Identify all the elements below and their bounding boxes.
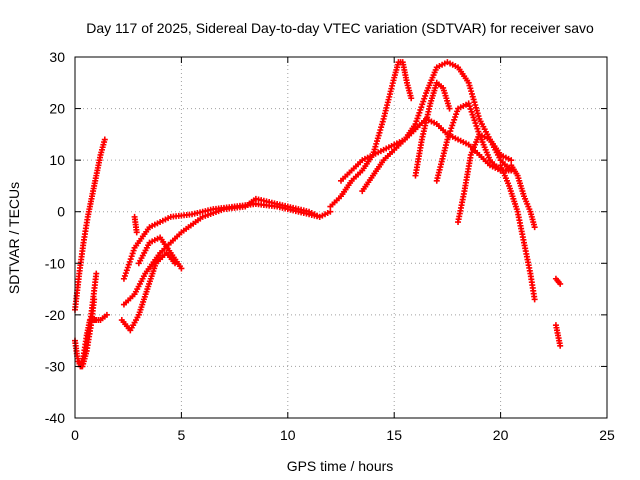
data-point [421, 95, 428, 102]
data-point [327, 208, 334, 215]
data-point [422, 92, 429, 99]
data-point [419, 101, 426, 108]
series-track-18 [552, 275, 564, 287]
series-track-16 [497, 162, 538, 303]
data-point [121, 272, 128, 279]
data-point [316, 213, 323, 220]
data-point [127, 256, 134, 263]
y-tick-label: -10 [45, 255, 65, 271]
data-point [418, 104, 425, 111]
data-point [447, 128, 454, 135]
x-tick-label: 10 [280, 427, 296, 443]
y-tick-label: 30 [49, 49, 65, 65]
chart-title: Day 117 of 2025, Sidereal Day-to-day VTE… [86, 20, 594, 36]
data-point [470, 114, 477, 121]
data-point [126, 258, 133, 265]
data-point [93, 270, 100, 277]
data-point [91, 296, 98, 303]
series-track-17 [508, 162, 538, 231]
data-point [557, 280, 564, 287]
series-track-12 [359, 59, 515, 195]
data-point [557, 342, 564, 349]
grid [75, 57, 607, 418]
data-point [465, 100, 472, 107]
data-point [412, 121, 419, 128]
x-tick-label: 25 [599, 427, 615, 443]
y-axis-label: SDTVAR / TECUs [6, 182, 22, 294]
data-point [452, 114, 459, 121]
y-tick-label: -20 [45, 307, 65, 323]
data-point [414, 115, 421, 122]
series-track-6 [120, 195, 323, 308]
data-point [448, 125, 455, 132]
data-point [445, 133, 452, 140]
data-point [449, 122, 456, 129]
data-point [468, 108, 475, 115]
data-point [474, 125, 481, 132]
y-tick-label: 20 [49, 101, 65, 117]
series-track-7 [118, 249, 179, 334]
series-track-19 [552, 322, 564, 349]
series-track-13 [412, 79, 453, 179]
data-point [101, 136, 108, 143]
data-point [415, 112, 422, 119]
data-point [451, 116, 458, 123]
data-point [467, 106, 474, 113]
data-point [123, 267, 130, 274]
x-axis-label: GPS time / hours [287, 458, 394, 474]
series-track-15 [455, 131, 515, 226]
data-point [469, 111, 476, 118]
data-point [531, 224, 538, 231]
data-point [453, 111, 460, 118]
data-point [103, 311, 110, 318]
x-tick-label: 0 [71, 427, 79, 443]
data-point [129, 250, 136, 257]
data-point [473, 122, 480, 129]
data-point [178, 265, 185, 272]
data-point [416, 109, 423, 116]
data-point [417, 106, 424, 113]
x-tick-label: 15 [386, 427, 402, 443]
series-track-4 [75, 296, 98, 370]
data-point [413, 118, 420, 125]
data-point [466, 103, 473, 110]
data-point [446, 130, 453, 137]
y-tick-label: -40 [45, 410, 65, 426]
data-point [124, 264, 131, 271]
data-point [444, 136, 451, 143]
data-point [472, 120, 479, 127]
data-point [122, 270, 129, 277]
data-point [450, 119, 457, 126]
y-tick-label: 10 [49, 152, 65, 168]
data-point [125, 261, 132, 268]
data-point [408, 95, 415, 102]
data-point [130, 247, 137, 254]
data-point [508, 157, 515, 164]
y-tick-label: 0 [57, 204, 65, 220]
data-point [420, 98, 427, 105]
x-tick-label: 20 [493, 427, 509, 443]
data-point [531, 296, 538, 303]
series-track-10 [327, 59, 415, 210]
x-tick-label: 5 [178, 427, 186, 443]
data-point [475, 128, 482, 135]
series-track-9 [131, 213, 140, 236]
data-point [128, 253, 135, 260]
plot-frame [74, 56, 608, 419]
data-point [446, 105, 453, 112]
data-point [133, 229, 140, 236]
series-track-8 [135, 234, 185, 272]
y-tick-label: -30 [45, 358, 65, 374]
axes: 0 5 10 15 20 25 -40 -30 -20 -10 0 10 20 30 [45, 49, 615, 443]
data-point [120, 275, 127, 282]
series-track-1 [72, 136, 108, 313]
data-point [471, 117, 478, 124]
data-point [454, 108, 461, 115]
